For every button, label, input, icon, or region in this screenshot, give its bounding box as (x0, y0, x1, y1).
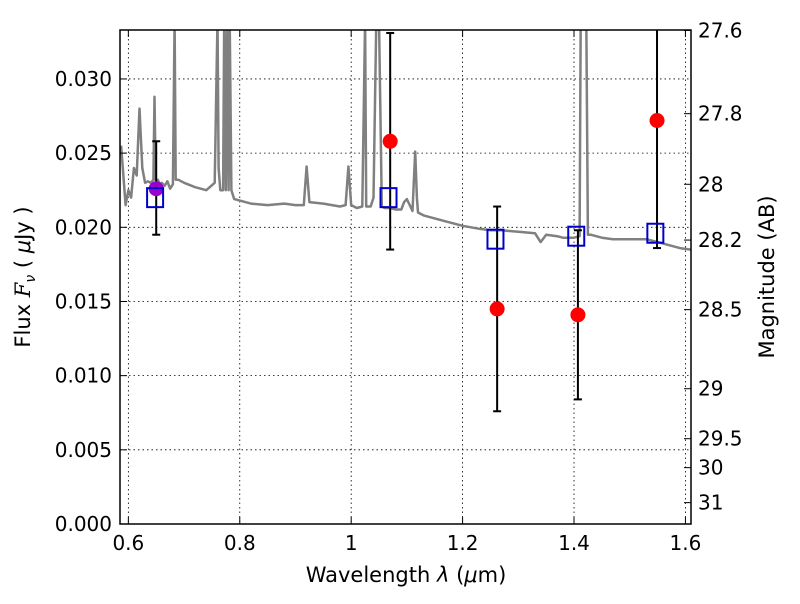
y-tick-label: 0.000 (55, 512, 112, 536)
x-tick-label: 1.4 (558, 531, 590, 555)
model-photometry-square (646, 222, 665, 244)
model-photometry-square (379, 187, 398, 209)
x-tick-label: 1.6 (670, 531, 702, 555)
y-axis-label: Flux Fν ( μJy ) (11, 206, 39, 347)
y-tick-label: 0.020 (55, 215, 112, 239)
model-photometry-square (146, 187, 165, 209)
plot-frame (119, 29, 692, 525)
x-axis-label: Wavelength λ (μm) (306, 563, 507, 587)
model-photometry-square (567, 225, 586, 247)
model-spectrum-layer (120, 30, 691, 251)
model-photometry-square (486, 228, 505, 250)
magnitude-tick-label: 31 (698, 491, 723, 515)
magnitude-axis-ticks: 27.6 27.8 28 28.2 28.5 29 29.5 30 31 (684, 18, 743, 515)
magnitude-tick-label: 28 (698, 172, 723, 196)
magnitude-tick-label: 27.8 (698, 102, 743, 126)
x-tick-label: 0.8 (224, 531, 256, 555)
observed-point (570, 307, 586, 323)
y-tick-label: 0.030 (55, 67, 112, 91)
y-axis-ticks: 0.000 0.005 0.010 0.015 0.020 0.025 0.030 (55, 67, 127, 536)
y-tick-label: 0.015 (55, 289, 112, 313)
observed-point (489, 301, 505, 317)
y-tick-label: 0.025 (55, 141, 112, 165)
observed-point (382, 133, 398, 149)
magnitude-tick-label: 28.5 (698, 298, 743, 322)
magnitude-tick-label: 29 (698, 377, 723, 401)
x-tick-label: 1 (345, 531, 358, 555)
model-photometry-points (146, 187, 665, 250)
magnitude-tick-label: 30 (698, 456, 723, 480)
magnitude-tick-label: 29.5 (698, 427, 743, 451)
y-tick-label: 0.010 (55, 364, 112, 388)
x-tick-label: 0.6 (112, 531, 144, 555)
magnitude-tick-label: 27.6 (698, 18, 743, 42)
model-spectrum-line (120, 30, 691, 251)
x-axis-ticks: 0.6 0.8 1 1.2 1.4 1.6 (112, 30, 701, 555)
x-tick-label: 1.2 (447, 531, 479, 555)
magnitude-tick-label: 28.2 (698, 228, 743, 252)
observed-points (148, 112, 665, 323)
y-tick-label: 0.005 (55, 438, 112, 462)
magnitude-axis-label: Magnitude (AB) (755, 195, 779, 358)
observed-point (649, 112, 665, 128)
